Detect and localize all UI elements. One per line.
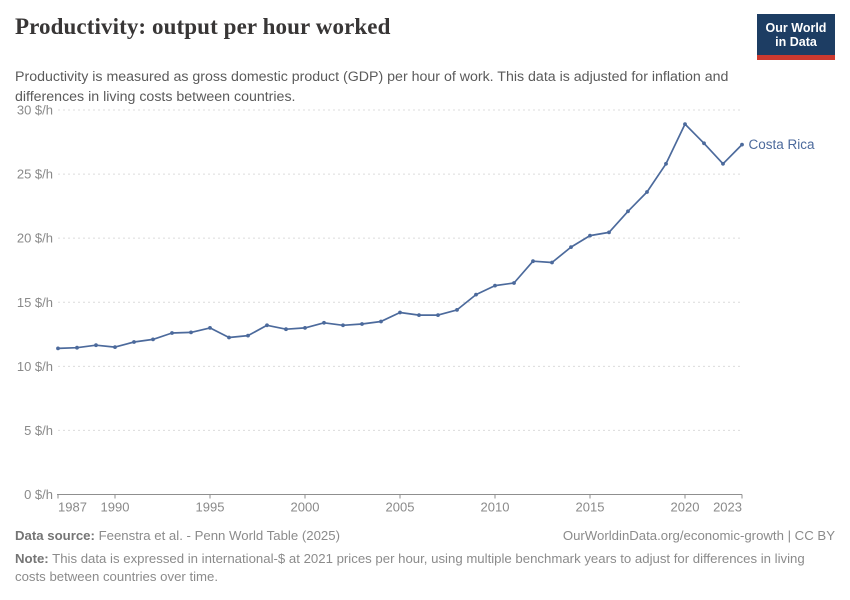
x-tick-label: 2023 (713, 500, 742, 515)
data-point[interactable] (664, 161, 668, 166)
data-point[interactable] (94, 343, 98, 348)
data-point[interactable] (170, 331, 174, 335)
data-point[interactable] (740, 142, 744, 147)
credit-link[interactable]: OurWorldinData.org/economic-growth | CC … (562, 528, 835, 543)
owid-logo-line2: in Data (775, 35, 817, 49)
data-point[interactable] (227, 335, 231, 340)
data-point[interactable] (113, 345, 117, 349)
data-point[interactable] (455, 308, 459, 312)
chart-canvas: 0 $/h 5 $/h 10 $/h 15 $/h 20 $/h 25 $/h 30 $/h… (17, 103, 816, 515)
data-point[interactable] (550, 260, 554, 265)
x-tick-label: 2020 (671, 500, 700, 515)
y-tick-label: 10 $/h (17, 359, 53, 374)
owid-logo-line1: Our World (765, 21, 827, 35)
y-tick-label: 0 $/h (24, 487, 53, 502)
data-source-text: Feenstra et al. - Penn World Table (2025… (98, 528, 340, 543)
data-point[interactable] (75, 345, 79, 350)
data-point[interactable] (493, 283, 497, 288)
owid-logo[interactable]: Our World in Data (757, 14, 835, 60)
data-point[interactable] (607, 230, 611, 235)
note-label: Note: (15, 551, 49, 566)
x-tick-label: 2005 (386, 500, 415, 515)
chart-footer: Data source: Feenstra et al. - Penn Worl… (15, 527, 835, 586)
x-tick-label: 2010 (481, 500, 510, 515)
data-point[interactable] (303, 326, 307, 330)
data-point[interactable] (702, 141, 706, 146)
entity-label[interactable]: Costa Rica (749, 137, 816, 152)
data-point[interactable] (645, 190, 649, 194)
data-point[interactable] (436, 313, 440, 317)
data-point[interactable] (398, 310, 402, 315)
data-point[interactable] (56, 346, 60, 351)
data-point[interactable] (132, 340, 136, 344)
data-point[interactable] (151, 337, 155, 342)
y-tick-label: 20 $/h (17, 231, 53, 246)
data-point[interactable] (721, 161, 725, 166)
data-point[interactable] (512, 281, 516, 285)
data-point[interactable] (531, 259, 535, 264)
data-point[interactable] (208, 326, 212, 330)
y-tick-label: 25 $/h (17, 167, 53, 182)
chart-subtitle: Productivity is measured as gross domest… (15, 69, 729, 105)
data-point[interactable] (379, 319, 383, 324)
owid-logo-box: Our World in Data (757, 14, 835, 55)
x-tick-label: 1995 (196, 500, 225, 515)
data-source-line: Data source: Feenstra et al. - Penn Worl… (15, 527, 340, 545)
note-text: This data is expressed in international-… (15, 551, 805, 584)
data-point[interactable] (417, 313, 421, 317)
page-title: Productivity: output per hour worked (15, 14, 391, 39)
chart-area: 0 $/h 5 $/h 10 $/h 15 $/h 20 $/h 25 $/h 30 $/h… (0, 95, 850, 525)
y-tick-label: 15 $/h (17, 295, 53, 310)
data-point[interactable] (626, 209, 630, 214)
data-point[interactable] (265, 323, 269, 328)
data-point[interactable] (246, 333, 250, 338)
data-source-label: Data source: (15, 528, 95, 543)
data-point[interactable] (189, 330, 193, 335)
data-point[interactable] (683, 122, 687, 126)
data-point[interactable] (322, 320, 326, 325)
owid-logo-redbar (757, 55, 835, 60)
data-point[interactable] (474, 292, 478, 297)
y-tick-label: 5 $/h (24, 423, 53, 438)
x-tick-label: 2000 (291, 500, 320, 515)
productivity-line[interactable] (57, 123, 743, 350)
data-point[interactable] (360, 322, 364, 326)
chart-header: Productivity: output per hour worked Our… (0, 0, 850, 107)
x-tick-label: 2015 (576, 500, 605, 515)
x-tick-label: 1987 (58, 500, 87, 515)
data-point[interactable] (341, 323, 345, 328)
x-tick-label: 1990 (101, 500, 130, 515)
data-point[interactable] (569, 245, 573, 250)
data-point[interactable] (284, 327, 288, 332)
y-tick-label: 30 $/h (17, 103, 53, 118)
data-point[interactable] (588, 233, 592, 238)
